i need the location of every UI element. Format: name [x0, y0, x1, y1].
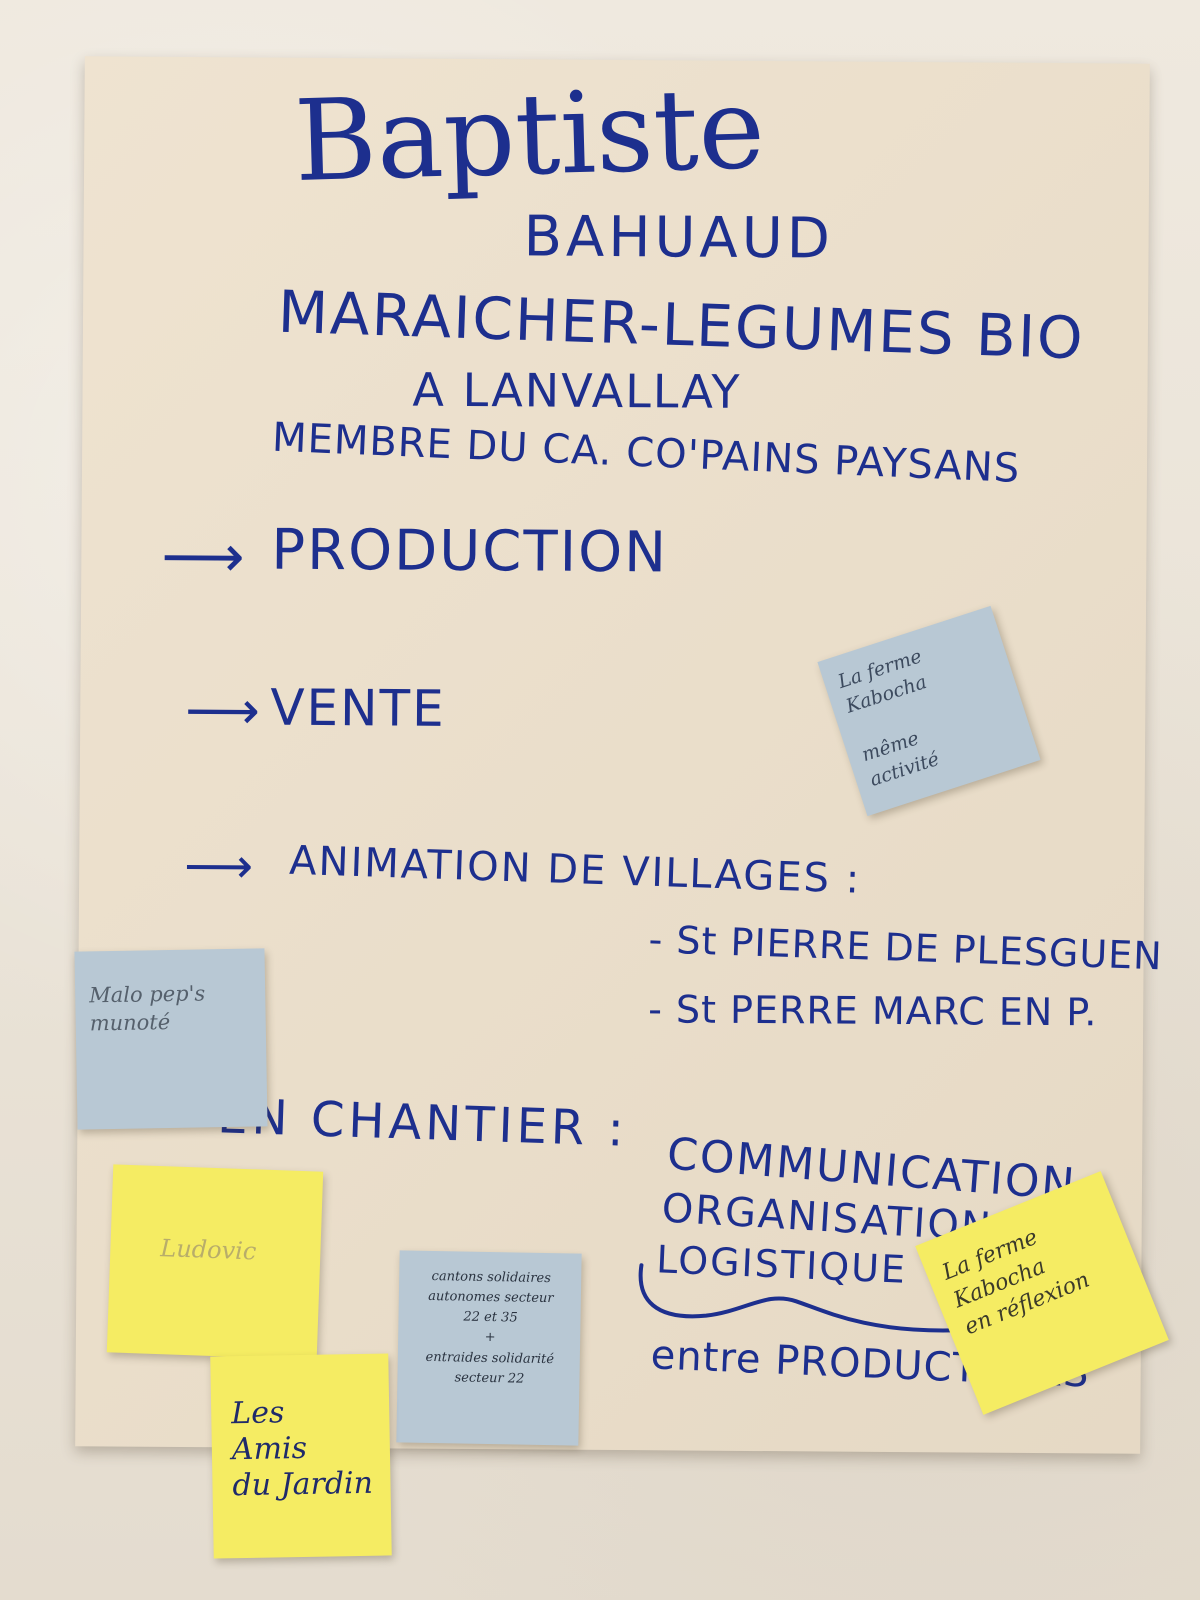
first-name: Baptiste: [292, 63, 767, 207]
sticky-note-text: Malo pep's munoté: [89, 981, 206, 1036]
flipchart-sheet: Baptiste BAHUAUD MARAICHER-LEGUMES BIO A…: [75, 56, 1163, 1454]
curly-brace-icon: [638, 1263, 953, 1333]
sticky-note: Les Amis du Jardin: [210, 1353, 392, 1559]
sticky-note: Malo pep's munoté: [74, 948, 268, 1130]
sticky-note: cantons solidaires autonomes secteur 22 …: [396, 1250, 582, 1446]
sticky-note-text: La ferme Kabocha même activité: [835, 645, 942, 791]
section-production: PRODUCTION: [271, 517, 669, 586]
sticky-note-text: Ludovic: [159, 1234, 257, 1266]
last-name: BAHUAUD: [523, 204, 835, 272]
sticky-note-text: Les Amis du Jardin: [230, 1395, 374, 1504]
village-item: - St PERRE MARC EN P.: [648, 987, 1098, 1035]
arrow-icon: ⟶: [184, 838, 254, 895]
village-item: - St PIERRE DE PLESGUEN: [647, 917, 1164, 979]
sticky-note: Ludovic: [106, 1164, 324, 1360]
section-vente: VENTE: [270, 678, 446, 738]
occupation-line: MARAICHER-LEGUMES BIO: [276, 277, 1086, 373]
location-line: A LANVALLAY: [412, 362, 742, 419]
section-animation: ANIMATION DE VILLAGES :: [288, 837, 862, 903]
chantier-label: EN CHANTIER :: [216, 1088, 629, 1158]
arrow-icon: ⟶: [161, 521, 245, 591]
membership-line: MEMBRE DU CA. CO'PAINS PAYSANS: [271, 414, 1022, 492]
arrow-icon: ⟶: [185, 681, 261, 742]
sticky-note-text: cantons solidaires autonomes secteur 22 …: [425, 1268, 555, 1387]
